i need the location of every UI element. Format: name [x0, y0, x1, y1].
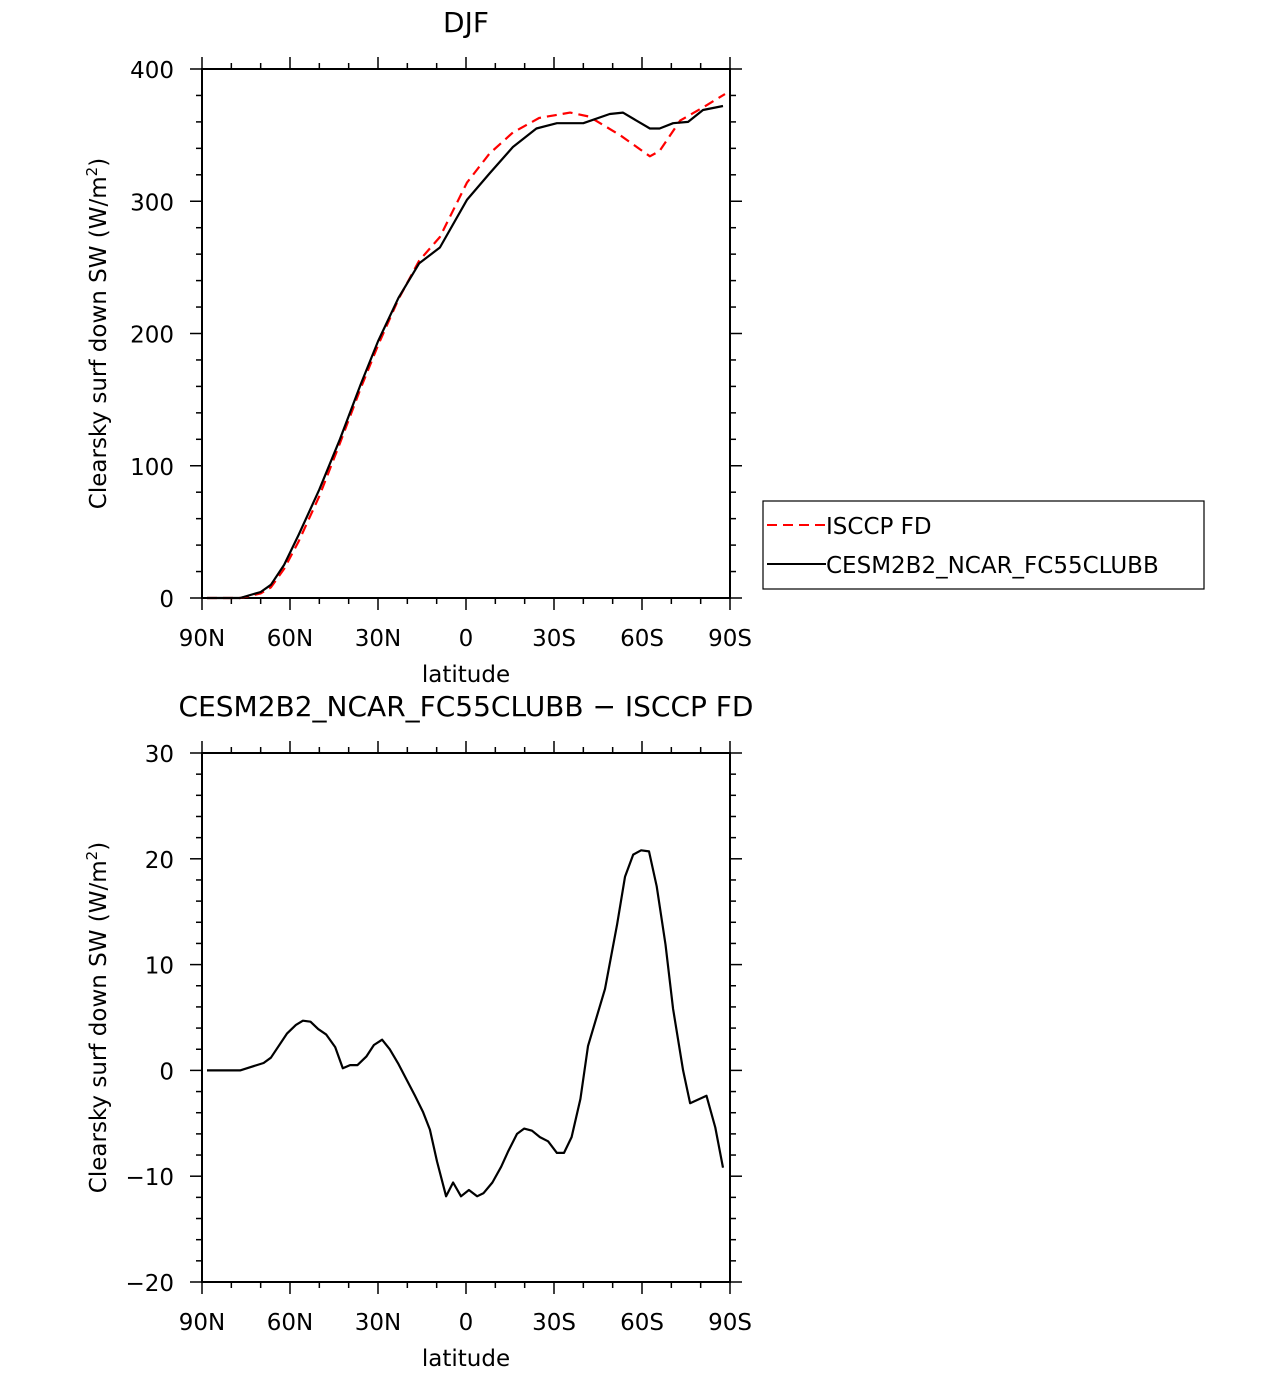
y-axis-label-close: ): [86, 158, 112, 167]
legend: ISCCP FD CESM2B2_NCAR_FC55CLUBB: [762, 500, 1205, 590]
legend-label: ISCCP FD: [826, 514, 932, 540]
series-line-difference: [207, 849, 725, 1198]
y-tick-label: 200: [130, 323, 174, 349]
legend-box: [762, 500, 1205, 590]
series-line-isccp-fd: [207, 93, 726, 600]
y-tick-label: 0: [159, 587, 174, 613]
y-tick-label: 300: [130, 190, 174, 216]
y-tick-label: 0: [159, 1059, 174, 1085]
plot-frame: [201, 752, 731, 1283]
x-tick-label: 30N: [355, 1310, 401, 1336]
x-tick-label: 30N: [355, 626, 401, 652]
legend-label: CESM2B2_NCAR_FC55CLUBB: [826, 553, 1159, 579]
y-tick-label: 400: [130, 58, 174, 84]
y-axis-label-superscript: 2: [83, 167, 101, 177]
x-tick-label: 0: [459, 1310, 474, 1336]
x-tick-label: 30S: [532, 626, 576, 652]
y-axis-label-text: Clearsky surf down SW (W/m: [86, 176, 112, 509]
chart-title: DJF: [443, 6, 489, 39]
x-tick-label: 90S: [708, 1310, 752, 1336]
y-tick-label: −10: [125, 1165, 174, 1191]
y-axis-label-text: Clearsky surf down SW (W/m: [86, 860, 112, 1193]
y-axis-label-superscript: 2: [83, 851, 101, 861]
chart-title: CESM2B2_NCAR_FC55CLUBB − ISCCP FD: [179, 690, 754, 723]
x-tick-label: 90N: [179, 626, 225, 652]
plot-frame: [201, 68, 731, 599]
y-axis-label: Clearsky surf down SW (W/m2): [83, 842, 112, 1193]
series-line-cesm2b2-ncar-fc55clubb: [207, 104, 724, 600]
x-tick-label: 60N: [267, 626, 313, 652]
plot-1: Clearsky surf down SW (W/m2) ISCCP FD CESM…: [83, 57, 1205, 610]
x-tick-label: 60S: [620, 626, 664, 652]
y-axis-label: Clearsky surf down SW (W/m2): [83, 158, 112, 509]
y-tick-label: 100: [130, 455, 174, 481]
x-tick-label: 90N: [179, 1310, 225, 1336]
y-tick-label: 20: [145, 848, 174, 874]
x-axis-label: latitude: [422, 1346, 510, 1372]
plot-2: Clearsky surf down SW (W/m2): [83, 741, 742, 1294]
y-tick-label: 30: [145, 742, 174, 768]
y-tick-label: −20: [125, 1271, 174, 1297]
x-tick-label: 90S: [708, 626, 752, 652]
y-axis-label-close: ): [86, 842, 112, 851]
x-axis-label: latitude: [422, 662, 510, 688]
x-tick-label: 30S: [532, 1310, 576, 1336]
y-tick-label: 10: [145, 954, 174, 980]
x-tick-label: 0: [459, 626, 474, 652]
x-tick-label: 60N: [267, 1310, 313, 1336]
x-tick-label: 60S: [620, 1310, 664, 1336]
